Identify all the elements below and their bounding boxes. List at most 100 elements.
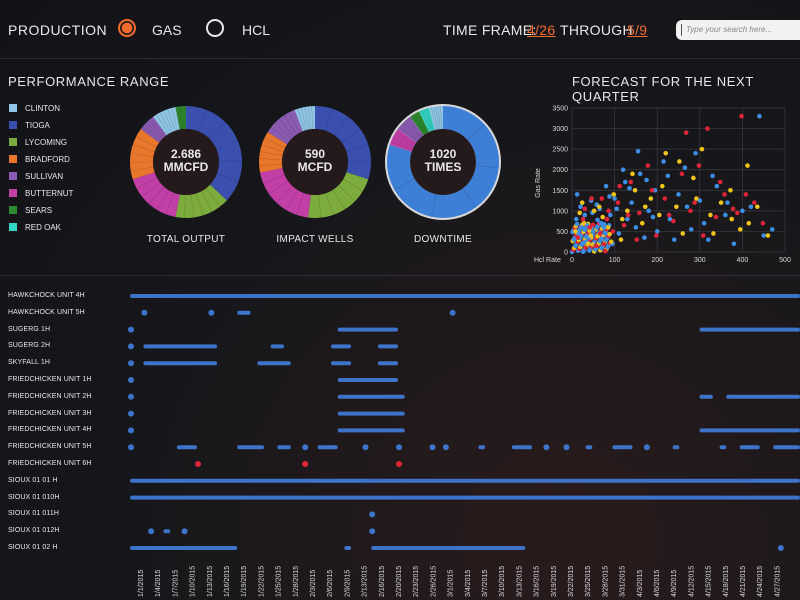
scatter-point[interactable] bbox=[591, 229, 596, 234]
scatter-point[interactable] bbox=[581, 220, 587, 226]
gantt-dot[interactable] bbox=[449, 309, 456, 316]
scatter-point[interactable] bbox=[717, 179, 723, 185]
scatter-point[interactable] bbox=[699, 146, 705, 152]
legend-item-bradford[interactable]: BRADFORD bbox=[9, 155, 70, 165]
gantt-dot[interactable] bbox=[369, 528, 376, 535]
scatter-point[interactable] bbox=[696, 163, 702, 168]
scatter-point[interactable] bbox=[612, 196, 617, 201]
scatter-point[interactable] bbox=[605, 225, 611, 230]
scatter-point[interactable] bbox=[575, 235, 581, 240]
donut-segment[interactable] bbox=[132, 172, 180, 218]
scatter-point[interactable] bbox=[578, 204, 583, 210]
scatter-point[interactable] bbox=[745, 163, 750, 168]
gantt-bar[interactable] bbox=[337, 394, 405, 399]
scatter-point[interactable] bbox=[629, 200, 634, 205]
gantt-dot[interactable] bbox=[429, 444, 436, 451]
gantt-bar[interactable] bbox=[699, 428, 800, 433]
gantt-bar[interactable] bbox=[257, 361, 291, 366]
scatter-point[interactable] bbox=[598, 220, 604, 226]
scatter-point[interactable] bbox=[765, 233, 771, 238]
radio-hcl[interactable] bbox=[206, 19, 224, 37]
gantt-bar[interactable] bbox=[377, 344, 398, 349]
scatter-point[interactable] bbox=[680, 231, 686, 236]
scatter-point[interactable] bbox=[657, 212, 662, 218]
scatter-point[interactable] bbox=[644, 177, 649, 183]
scatter-point[interactable] bbox=[692, 200, 697, 205]
scatter-point[interactable] bbox=[734, 210, 740, 216]
scatter-point[interactable] bbox=[630, 171, 635, 177]
scatter-point[interactable] bbox=[618, 237, 624, 242]
scatter-point[interactable] bbox=[677, 159, 682, 164]
scatter-point[interactable] bbox=[665, 173, 671, 179]
scatter-point[interactable] bbox=[589, 196, 594, 201]
scatter-point[interactable] bbox=[667, 216, 673, 222]
gantt-bar[interactable] bbox=[317, 445, 338, 450]
scatter-point[interactable] bbox=[718, 200, 724, 205]
gantt-dot[interactable] bbox=[128, 343, 134, 350]
scatter-point[interactable] bbox=[596, 204, 602, 210]
donut-segment[interactable] bbox=[429, 106, 443, 131]
scatter-point[interactable] bbox=[603, 183, 609, 189]
gantt-bar[interactable] bbox=[478, 445, 486, 450]
scatter-point[interactable] bbox=[616, 231, 622, 236]
scatter-point[interactable] bbox=[622, 179, 628, 185]
scatter-point[interactable] bbox=[585, 241, 591, 247]
scatter-point[interactable] bbox=[608, 239, 614, 245]
scatter-point[interactable] bbox=[597, 231, 603, 236]
scatter-point[interactable] bbox=[595, 217, 600, 223]
scatter-point[interactable] bbox=[661, 159, 666, 164]
gantt-bar[interactable] bbox=[237, 445, 264, 450]
scatter-point[interactable] bbox=[593, 243, 599, 249]
legend-item-clinton[interactable]: CLINTON bbox=[9, 104, 60, 114]
scatter-point[interactable] bbox=[660, 183, 665, 189]
scatter-point[interactable] bbox=[757, 113, 762, 119]
scatter-point[interactable] bbox=[642, 204, 648, 210]
timeframe-end-date[interactable]: 5/9 bbox=[627, 22, 648, 38]
scatter-point[interactable] bbox=[693, 150, 698, 156]
legend-item-sullivan[interactable]: SULLIVAN bbox=[9, 172, 63, 182]
scatter-point[interactable] bbox=[607, 194, 612, 199]
scatter-point[interactable] bbox=[579, 225, 584, 230]
gantt-bar[interactable] bbox=[331, 344, 352, 349]
scatter-point[interactable] bbox=[723, 212, 728, 218]
gantt-bar[interactable] bbox=[773, 445, 800, 450]
donut-segment[interactable] bbox=[130, 129, 160, 180]
gantt-dot[interactable] bbox=[148, 528, 155, 535]
gantt-dot[interactable] bbox=[777, 545, 784, 551]
donut-segment[interactable] bbox=[419, 107, 435, 133]
scatter-point[interactable] bbox=[737, 227, 743, 232]
scatter-point[interactable] bbox=[642, 235, 647, 240]
scatter-point[interactable] bbox=[697, 198, 703, 203]
gantt-bar[interactable] bbox=[337, 327, 398, 332]
scatter-point[interactable] bbox=[599, 196, 605, 201]
radio-hcl-label[interactable]: HCL bbox=[242, 22, 271, 38]
scatter-point[interactable] bbox=[662, 196, 668, 201]
gantt-dot[interactable] bbox=[141, 309, 148, 316]
scatter-point[interactable] bbox=[654, 229, 660, 234]
scatter-point[interactable] bbox=[646, 208, 651, 214]
scatter-point[interactable] bbox=[632, 187, 638, 193]
legend-item-butternut[interactable]: BUTTERNUT bbox=[9, 189, 73, 199]
donut-segment[interactable] bbox=[153, 106, 180, 136]
scatter-point[interactable] bbox=[663, 150, 669, 156]
scatter-point[interactable] bbox=[619, 216, 625, 222]
scatter-point[interactable] bbox=[587, 225, 593, 230]
scatter-point[interactable] bbox=[615, 200, 621, 205]
donut-segment[interactable] bbox=[410, 111, 429, 136]
scatter-point[interactable] bbox=[706, 237, 711, 242]
scatter-point[interactable] bbox=[617, 183, 623, 189]
donut-impact-wells[interactable] bbox=[259, 106, 371, 218]
scatter-point[interactable] bbox=[728, 187, 733, 193]
donut-downtime[interactable] bbox=[385, 104, 501, 220]
gantt-dot[interactable] bbox=[362, 444, 369, 451]
scatter-point[interactable] bbox=[746, 220, 752, 226]
scatter-point[interactable] bbox=[730, 206, 736, 212]
scatter-point[interactable] bbox=[671, 218, 676, 224]
gantt-dot[interactable] bbox=[128, 377, 134, 383]
scatter-point[interactable] bbox=[761, 233, 766, 238]
scatter-point[interactable] bbox=[608, 212, 613, 218]
scatter-point[interactable] bbox=[611, 192, 617, 197]
gantt-bar[interactable] bbox=[270, 344, 285, 349]
gantt-dot[interactable] bbox=[396, 444, 402, 451]
scatter-point[interactable] bbox=[701, 220, 707, 226]
